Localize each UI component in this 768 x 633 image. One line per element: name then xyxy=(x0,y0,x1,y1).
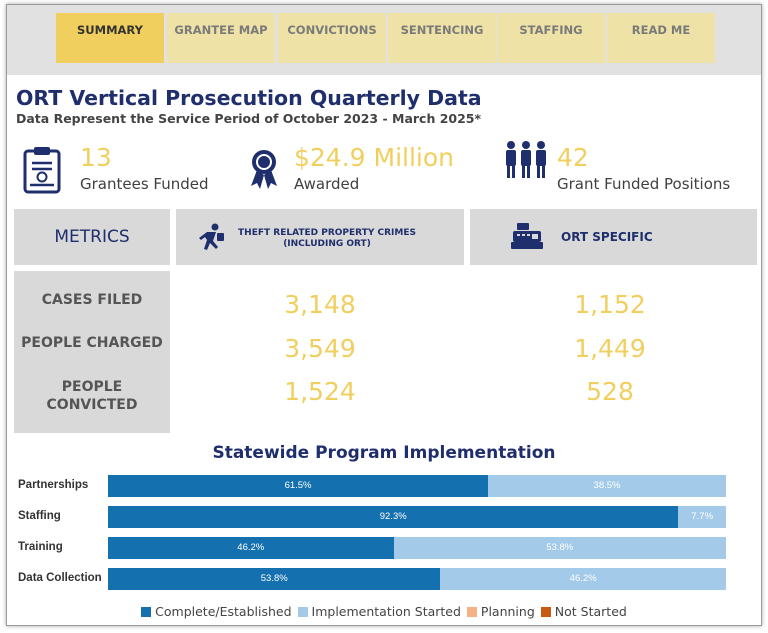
bar-label-training-series-0: 46.2% xyxy=(237,542,265,553)
legend-label-complete: Complete/Established xyxy=(155,604,292,619)
cash-register-icon xyxy=(511,223,543,249)
legend-swatch-started xyxy=(297,606,308,617)
chart-title: Statewide Program Implementation xyxy=(212,443,556,463)
legend-label-planning: Planning xyxy=(480,604,535,619)
tab-staffing[interactable]: STAFFING xyxy=(497,13,605,63)
page-subtitle: Data Represent the Service Period of Oct… xyxy=(16,111,482,126)
row-label-cases-filed: CASES FILED xyxy=(41,292,143,308)
kpi-awarded-label: Awarded xyxy=(294,175,360,193)
category-label-staffing: Staffing xyxy=(18,510,61,522)
kpi-grantees-value: 13 xyxy=(80,143,112,172)
legend-item-started: Implementation Started xyxy=(297,604,461,619)
kpi-awarded-value: $24.9 Million xyxy=(294,143,455,172)
category-label-partnerships: Partnerships xyxy=(18,479,89,491)
legend-swatch-not-started xyxy=(540,606,551,617)
legend-swatch-planning xyxy=(466,606,477,617)
value-people-charged-theft: 3,549 xyxy=(284,334,356,363)
column-theft-related: THEFT RELATED PROPERTY CRIMES (INCLUDING… xyxy=(176,209,464,265)
row-label-people-convicted-line1: PEOPLE xyxy=(61,379,123,395)
bar-label-data-collection-series-0: 53.8% xyxy=(260,573,288,584)
bar-staffing-series-1: 7.7% xyxy=(678,506,726,528)
value-people-convicted-ort: 528 xyxy=(586,377,634,406)
row-label-people-convicted: PEOPLE CONVICTED xyxy=(14,378,170,414)
tab-summary[interactable]: SUMMARY xyxy=(56,13,164,63)
bar-label-partnerships-series-1: 38.5% xyxy=(593,480,621,491)
legend-item-complete: Complete/Established xyxy=(141,604,292,619)
bar-label-staffing-series-0: 92.3% xyxy=(379,511,407,522)
bar-staffing-series-0: 92.3% xyxy=(108,506,679,528)
bar-label-partnerships-series-0: 61.5% xyxy=(284,480,312,491)
tab-sentencing[interactable]: SENTENCING xyxy=(388,13,496,63)
tab-convictions[interactable]: CONVICTIONS xyxy=(278,13,386,63)
kpi-positions-value: 42 xyxy=(557,143,589,172)
legend-swatch-complete xyxy=(141,606,152,617)
bar-training-series-1: 53.8% xyxy=(393,537,726,559)
bar-partnerships-series-1: 38.5% xyxy=(488,475,726,497)
value-people-convicted-theft: 1,524 xyxy=(284,377,356,406)
bar-label-staffing-series-1: 7.7% xyxy=(691,511,714,522)
award-ribbon-icon xyxy=(251,150,277,189)
bar-partnerships-series-0: 61.5% xyxy=(108,475,489,497)
column-ort-label: ORT SPECIFIC xyxy=(561,230,653,244)
category-label-data-collection: Data Collection xyxy=(18,572,102,584)
metrics-row-labels: CASES FILED PEOPLE CHARGED PEOPLE CONVIC… xyxy=(14,271,170,433)
column-ort-specific: ORT SPECIFIC xyxy=(470,209,757,265)
column-theft-label-line1: THEFT RELATED PROPERTY CRIMES xyxy=(238,228,416,238)
tab-bar: SUMMARY GRANTEE MAP CONVICTIONS SENTENCI… xyxy=(7,5,761,75)
tab-grantee-map[interactable]: GRANTEE MAP xyxy=(167,13,275,63)
legend-label-not-started: Not Started xyxy=(554,604,627,619)
bar-training-series-0: 46.2% xyxy=(108,537,394,559)
running-thief-icon xyxy=(199,223,224,250)
legend-item-not-started: Not Started xyxy=(540,604,627,619)
kpi-positions-label: Grant Funded Positions xyxy=(557,175,731,193)
row-label-people-charged: PEOPLE CHARGED xyxy=(21,335,163,351)
legend-item-planning: Planning xyxy=(466,604,535,619)
page-title: ORT Vertical Prosecution Quarterly Data xyxy=(16,86,482,110)
legend-label-started: Implementation Started xyxy=(311,604,461,619)
row-label-people-convicted-line2: CONVICTED xyxy=(46,397,138,413)
bar-data-collection-series-0: 53.8% xyxy=(108,568,441,590)
kpi-grantees-label: Grantees Funded xyxy=(80,175,209,193)
value-cases-filed-ort: 1,152 xyxy=(574,290,646,319)
value-people-charged-ort: 1,449 xyxy=(574,334,646,363)
value-cases-filed-theft: 3,148 xyxy=(284,290,356,319)
column-theft-label-line2: (INCLUDING ORT) xyxy=(283,239,371,249)
tab-read-me[interactable]: READ ME xyxy=(607,13,715,63)
chart-legend: Complete/Established Implementation Star… xyxy=(0,604,768,619)
bar-data-collection-series-1: 46.2% xyxy=(440,568,726,590)
clipboard-certificate-icon xyxy=(23,147,61,194)
category-label-training: Training xyxy=(18,541,63,553)
bar-label-data-collection-series-1: 46.2% xyxy=(569,573,597,584)
people-group-icon xyxy=(506,141,546,178)
metrics-header: METRICS xyxy=(14,209,170,265)
bar-label-training-series-1: 53.8% xyxy=(546,542,574,553)
